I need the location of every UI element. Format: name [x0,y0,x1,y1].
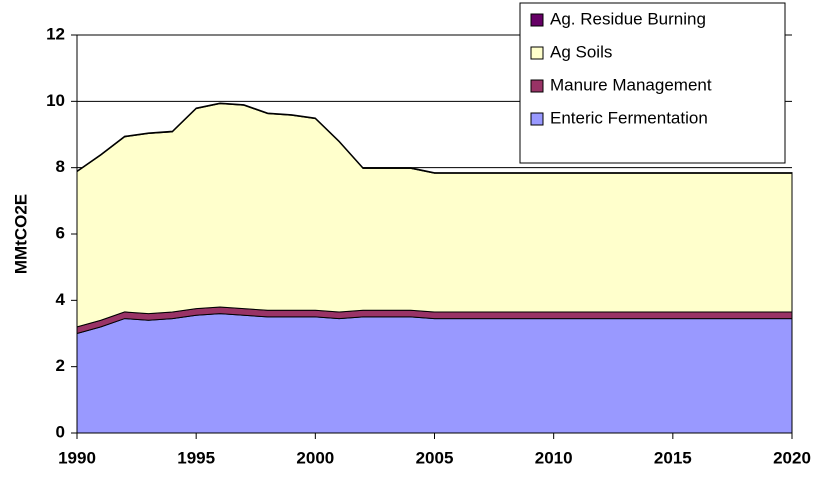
legend-label: Ag. Residue Burning [550,9,706,28]
x-tick-label: 2000 [296,448,334,467]
area [76,313,793,434]
y-tick-label: 8 [56,157,65,176]
x-tick-label: 2010 [535,448,573,467]
x-tick-label: 2005 [416,448,454,467]
y-tick-label: 10 [46,91,65,110]
legend-box [519,2,786,164]
y-tick-label: 12 [46,24,65,43]
legend-swatch [530,13,544,27]
y-tick-label: 4 [56,290,66,309]
areas [76,102,793,434]
legend-swatch [530,79,544,93]
area [76,102,793,174]
legend-swatch [530,46,544,60]
y-tick-label: 2 [56,356,65,375]
x-tick-label: 1995 [177,448,215,467]
legend-label: Manure Management [550,75,712,94]
x-tick-label: 1990 [58,448,96,467]
legend-label: Ag Soils [550,42,612,61]
y-tick-label: 6 [56,223,65,242]
y-axis-label: MMtCO2E [11,194,30,274]
y-tick-label: 0 [56,422,65,441]
x-tick-label: 2020 [773,448,811,467]
legend-swatch [530,112,544,126]
x-tick-label: 2015 [654,448,692,467]
legend-label: Enteric Fermentation [550,108,708,127]
